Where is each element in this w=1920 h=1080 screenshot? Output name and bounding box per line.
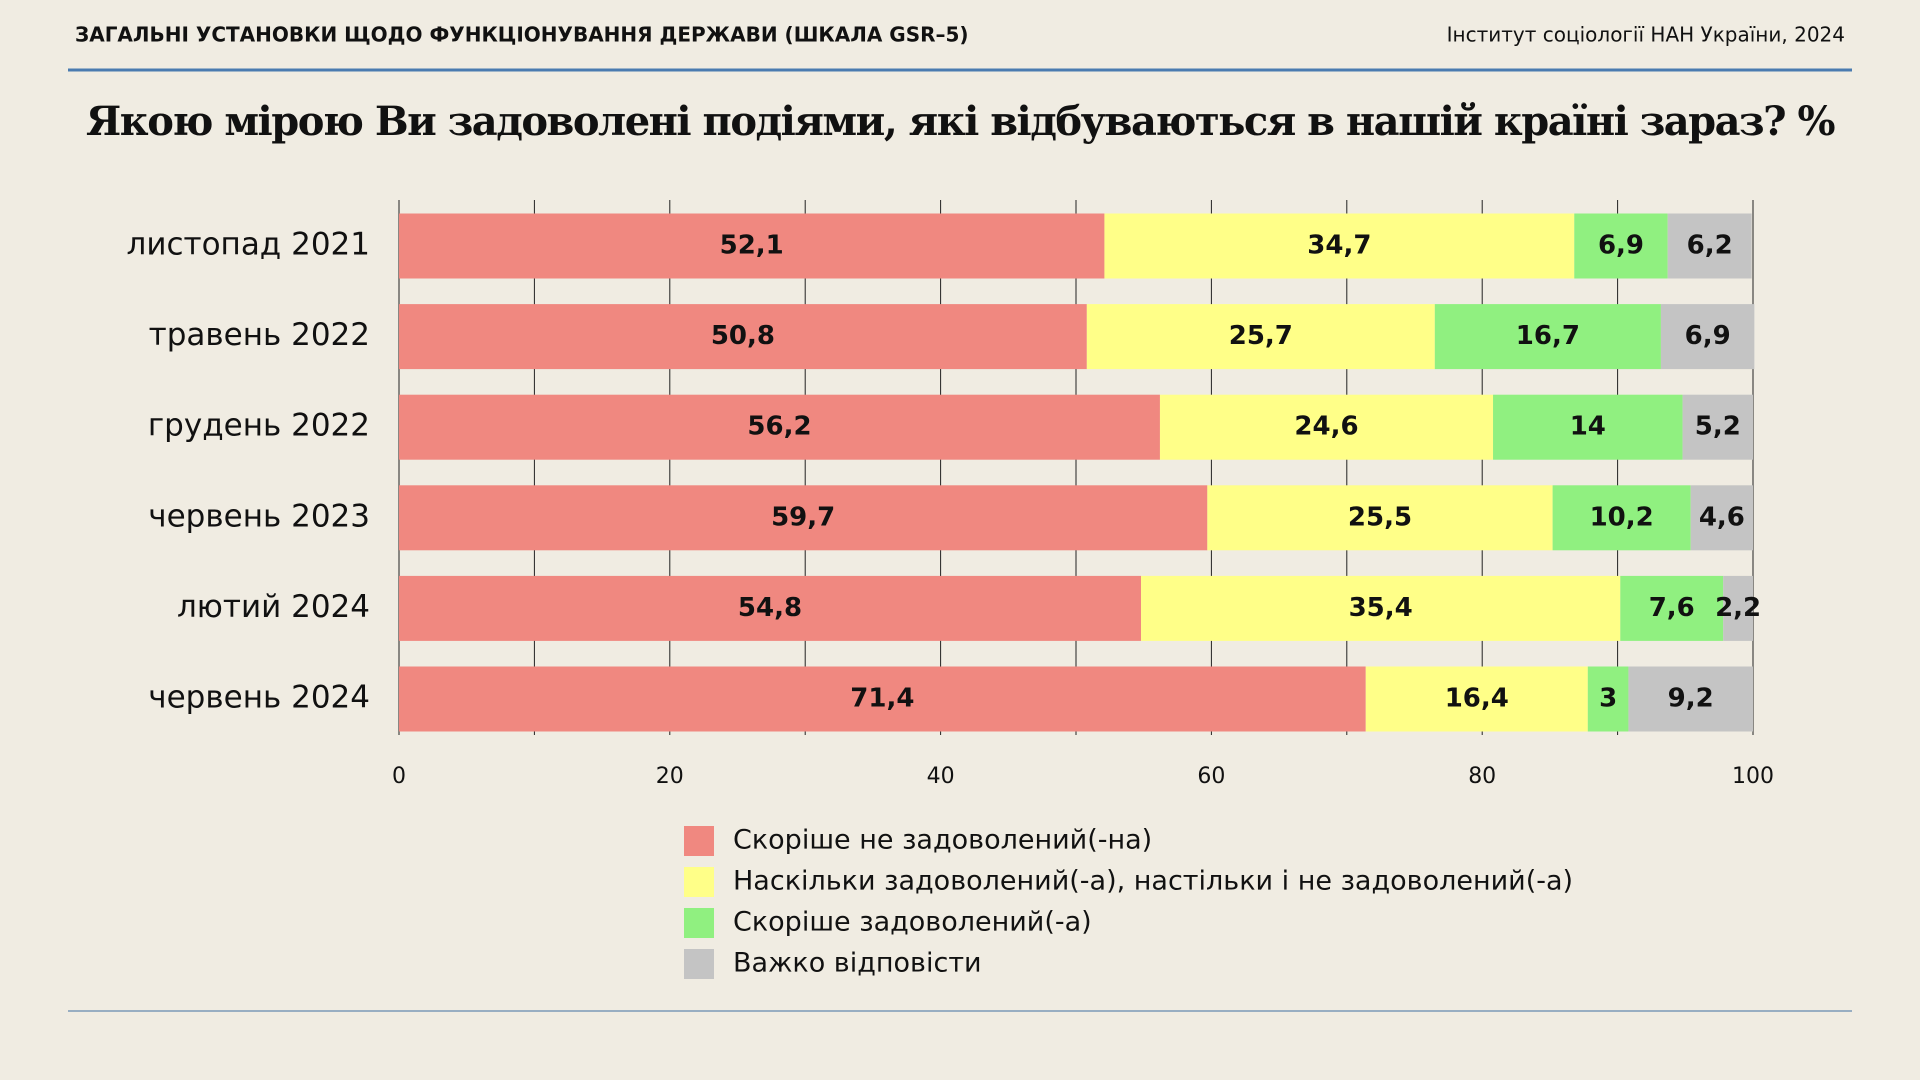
bar-segment bbox=[1207, 485, 1553, 551]
data-label: 25,5 bbox=[1348, 502, 1412, 532]
legend-swatch bbox=[684, 867, 714, 897]
legend-swatch bbox=[684, 826, 714, 856]
legend-swatch bbox=[684, 908, 714, 938]
data-label: 59,7 bbox=[771, 502, 835, 532]
bar-segment bbox=[399, 304, 1087, 370]
data-label: 25,7 bbox=[1229, 321, 1293, 351]
data-label: 14 bbox=[1570, 412, 1606, 442]
data-label: 16,7 bbox=[1516, 321, 1580, 351]
data-label: 16,4 bbox=[1445, 684, 1509, 714]
bar-segment bbox=[399, 575, 1141, 641]
data-label: 6,2 bbox=[1687, 231, 1733, 261]
x-tick-label: 100 bbox=[1732, 764, 1774, 789]
legend-swatch bbox=[684, 949, 714, 979]
header-right: Інститут соціології НАН України, 2024 bbox=[1447, 23, 1845, 47]
category-label: травень 2022 bbox=[149, 317, 370, 353]
data-label: 4,6 bbox=[1699, 502, 1745, 532]
data-label: 9,2 bbox=[1668, 684, 1714, 714]
bar-segment bbox=[1552, 485, 1691, 551]
data-label: 52,1 bbox=[720, 231, 784, 261]
bar-segment bbox=[1620, 575, 1724, 641]
data-label: 10,2 bbox=[1590, 502, 1654, 532]
x-tick-label: 60 bbox=[1197, 764, 1225, 789]
data-label: 2,2 bbox=[1715, 593, 1761, 623]
data-label: 35,4 bbox=[1349, 593, 1413, 623]
data-label: 5,2 bbox=[1695, 412, 1741, 442]
bar-segment bbox=[1690, 485, 1753, 551]
x-tick-label: 20 bbox=[656, 764, 684, 789]
bar-segment bbox=[399, 666, 1366, 732]
legend-label: Важко відповісти bbox=[733, 948, 982, 979]
data-label: 54,8 bbox=[738, 593, 802, 623]
bar-segment bbox=[399, 394, 1160, 460]
category-label: лютий 2024 bbox=[177, 589, 370, 625]
category-label: грудень 2022 bbox=[148, 408, 370, 444]
data-label: 6,9 bbox=[1598, 231, 1644, 261]
x-tick-label: 80 bbox=[1468, 764, 1496, 789]
data-label: 50,8 bbox=[711, 321, 775, 351]
data-label: 34,7 bbox=[1307, 231, 1371, 261]
category-label: червень 2024 bbox=[148, 680, 370, 716]
data-label: 71,4 bbox=[850, 684, 914, 714]
bar-segment bbox=[1587, 666, 1629, 732]
bar-segment bbox=[1140, 575, 1621, 641]
legend-label: Скоріше задоволений(-а) bbox=[733, 907, 1092, 938]
bar-segment bbox=[399, 213, 1105, 279]
bar-segment bbox=[1086, 304, 1435, 370]
bar-segment bbox=[1434, 304, 1661, 370]
data-label: 6,9 bbox=[1685, 321, 1731, 351]
bar-segment bbox=[1723, 575, 1753, 641]
legend-label: Наскільки задоволений(-а), настільки і н… bbox=[733, 866, 1573, 897]
bar-segment bbox=[1660, 304, 1755, 370]
category-label: листопад 2021 bbox=[127, 227, 370, 263]
chart-title: Якою мірою Ви задоволені подіями, які ві… bbox=[86, 98, 1835, 145]
legend-label: Скоріше не задоволений(-на) bbox=[733, 825, 1152, 856]
bar-segment bbox=[1365, 666, 1588, 732]
data-label: 3 bbox=[1599, 684, 1617, 714]
category-label: червень 2023 bbox=[148, 498, 370, 534]
x-tick-label: 0 bbox=[392, 764, 406, 789]
bar-segment bbox=[399, 485, 1208, 551]
bar-segment bbox=[1104, 213, 1575, 279]
bar-segment bbox=[1682, 394, 1753, 460]
bar-segment bbox=[1628, 666, 1753, 732]
bar-segment bbox=[1159, 394, 1494, 460]
x-tick-label: 40 bbox=[927, 764, 955, 789]
header-left: ЗАГАЛЬНІ УСТАНОВКИ ЩОДО ФУНКЦІОНУВАННЯ Д… bbox=[75, 23, 969, 47]
data-label: 56,2 bbox=[747, 412, 811, 442]
bar-segment bbox=[1574, 213, 1668, 279]
data-label: 7,6 bbox=[1649, 593, 1695, 623]
bar-segment bbox=[1667, 213, 1752, 279]
bar-segment bbox=[1493, 394, 1683, 460]
data-label: 24,6 bbox=[1294, 412, 1358, 442]
